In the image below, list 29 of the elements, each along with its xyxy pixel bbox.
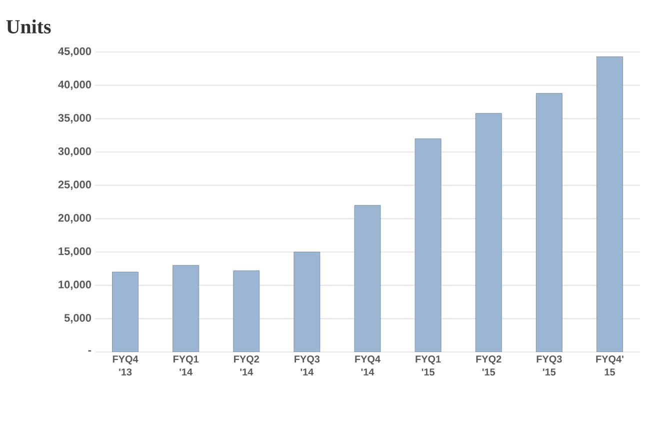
y-tick-label: 25,000 — [58, 180, 92, 190]
bar — [294, 252, 320, 352]
y-tick-label: 45,000 — [58, 47, 92, 57]
x-tick-label: FYQ1 '15 — [416, 356, 441, 376]
bar — [233, 270, 260, 352]
chart-title: Units — [6, 19, 51, 34]
y-tick-label: - — [88, 350, 92, 352]
bar — [354, 205, 381, 352]
x-tick-label: FYQ4 '14 — [355, 356, 380, 376]
x-tick-label: FYQ4 '13 — [112, 356, 138, 376]
x-tick-label: FYQ2 '15 — [476, 356, 502, 376]
y-tick-label: 35,000 — [58, 114, 92, 124]
bar — [475, 113, 502, 352]
bar — [172, 265, 200, 352]
bar — [536, 93, 562, 352]
bar — [112, 272, 138, 352]
y-tick-label: 5,000 — [64, 314, 92, 324]
x-tick-label: FYQ3 '15 — [536, 356, 562, 376]
x-tick-label: FYQ2 '14 — [234, 356, 259, 376]
y-tick-label: 10,000 — [58, 280, 92, 290]
x-tick-label: FYQ1 '14 — [173, 356, 199, 376]
x-tick-label: FYQ3 '14 — [294, 356, 320, 376]
bar — [596, 56, 623, 352]
y-tick-label: 15,000 — [58, 247, 92, 257]
y-tick-label: 20,000 — [58, 214, 92, 224]
bar — [414, 138, 442, 352]
x-tick-label: FYQ4' 15 — [596, 356, 624, 376]
y-tick-label: 40,000 — [58, 80, 92, 90]
y-tick-label: 30,000 — [58, 147, 92, 157]
